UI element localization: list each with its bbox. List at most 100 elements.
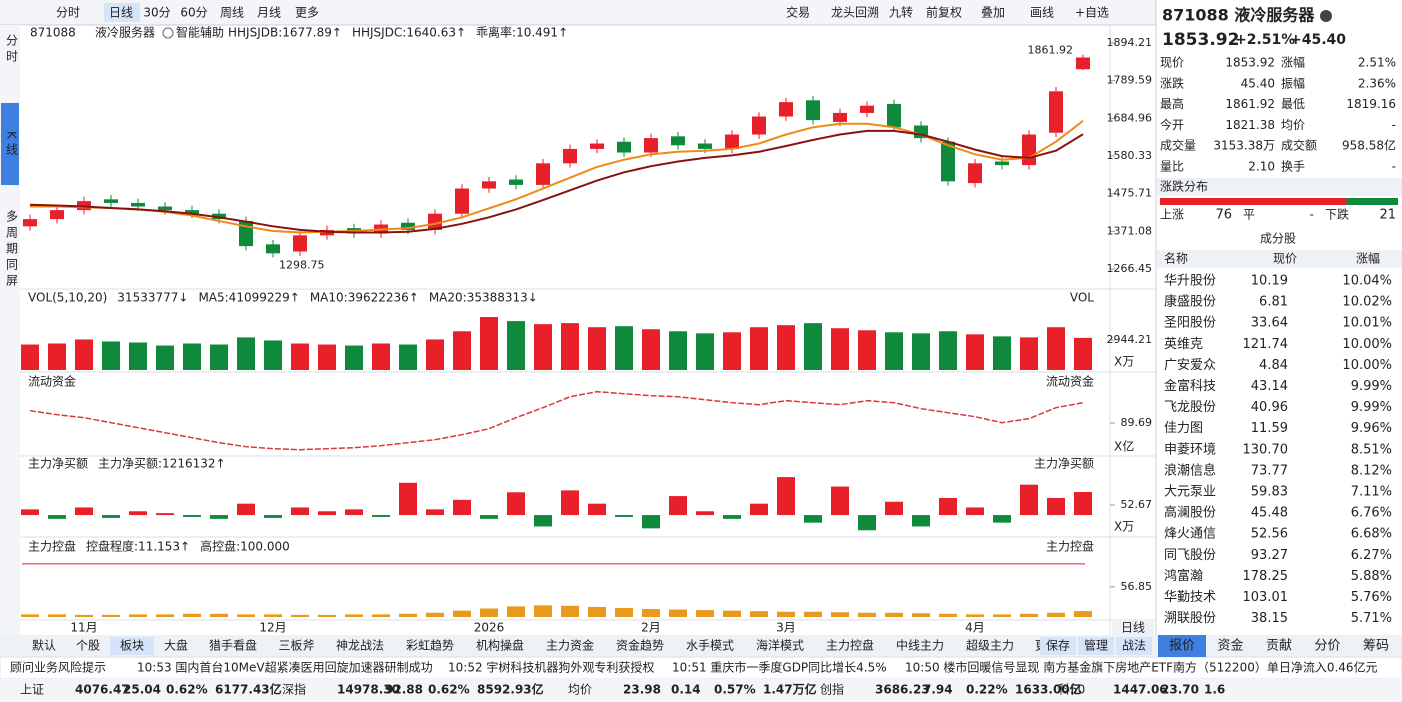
- indicator-tab[interactable]: 板块: [120, 639, 144, 653]
- indicator-tab[interactable]: 主力资金: [546, 638, 594, 653]
- dist-flat: -: [1310, 208, 1314, 222]
- quote-title: 871088 液冷服务器: [1162, 6, 1315, 25]
- indicator-tab[interactable]: 超级主力: [966, 638, 1014, 653]
- toolbar-button[interactable]: 画线: [1030, 6, 1054, 20]
- index-field: 4076.47: [75, 683, 130, 697]
- index-field[interactable]: 科50: [1058, 683, 1085, 697]
- stock-name[interactable]: 浪潮信息: [1164, 462, 1216, 478]
- stock-name[interactable]: 溯联股份: [1164, 610, 1216, 626]
- indicator-tab[interactable]: 神龙战法: [336, 639, 384, 653]
- period-tab[interactable]: 月线: [257, 6, 281, 20]
- column-header: 名称: [1164, 251, 1188, 266]
- candle-body: [860, 105, 874, 113]
- stock-code: 871088: [30, 26, 76, 40]
- indicator-tab[interactable]: 水手模式: [686, 639, 734, 653]
- stock-name[interactable]: 飞龙股份: [1164, 400, 1216, 415]
- sidebar-tab[interactable]: K线: [5, 131, 19, 159]
- news-item[interactable]: 10:52 宇树科技机器狗外观专利获授权: [448, 660, 654, 675]
- bar: [696, 333, 714, 370]
- stock-name[interactable]: 康盛股份: [1164, 294, 1216, 310]
- info-icon[interactable]: [1320, 10, 1332, 22]
- x-tick-label: 3月: [776, 621, 796, 635]
- stock-name[interactable]: 大元泵业: [1164, 485, 1216, 500]
- period-button-bg: [1112, 620, 1154, 635]
- news-item[interactable]: 顾问业务风险提示: [10, 660, 106, 675]
- sidebar-tab[interactable]: 多周期同屏: [5, 210, 19, 290]
- quote-tab[interactable]: 资金: [1217, 638, 1243, 654]
- indicator-tab[interactable]: 资金趋势: [616, 638, 664, 653]
- sidebar-tab[interactable]: 分时: [5, 34, 19, 66]
- indicator-tab[interactable]: 中线主力: [896, 638, 944, 653]
- period-tab[interactable]: 周线: [220, 6, 244, 20]
- toolbar-button[interactable]: 龙头回溯: [831, 5, 879, 20]
- assist-label[interactable]: 智能辅助: [176, 25, 224, 40]
- period-tab[interactable]: 更多: [295, 6, 319, 20]
- toolbar-button[interactable]: 前复权: [926, 5, 962, 20]
- quote-tab[interactable]: 筹码: [1363, 638, 1389, 654]
- stock-name[interactable]: 烽火通信: [1164, 527, 1216, 542]
- action-button[interactable]: 管理: [1084, 638, 1108, 653]
- action-bg: [1116, 637, 1152, 655]
- indicator-tab[interactable]: 彩虹趋势: [406, 639, 454, 653]
- period-tab[interactable]: 30分: [143, 6, 170, 20]
- period-tab[interactable]: 60分: [180, 6, 207, 20]
- quote-label: 均价: [1281, 118, 1305, 132]
- quote-tab[interactable]: 报价: [1169, 639, 1195, 654]
- stock-name[interactable]: 圣阳股份: [1164, 316, 1216, 331]
- indicator-tab[interactable]: 默认: [32, 638, 56, 653]
- indicator-tab[interactable]: 大盘: [164, 638, 188, 653]
- quote-tab[interactable]: 贡献: [1266, 639, 1292, 654]
- period-tab[interactable]: 日线: [109, 6, 133, 20]
- indicator-tab[interactable]: 个股: [76, 639, 100, 653]
- bar: [1020, 613, 1038, 617]
- period-tab[interactable]: 分时: [56, 6, 80, 20]
- assist-icon[interactable]: [162, 27, 174, 39]
- index-field[interactable]: 上证: [20, 683, 44, 697]
- news-item[interactable]: 10:51 重庆市一季度GDP同比增长4.5%: [672, 660, 887, 675]
- news-item[interactable]: 10:50 楼市回暖信号显现 南方基金旗下房地产ETF南方（512200）单日净…: [905, 660, 1378, 675]
- bar: [534, 324, 552, 370]
- toolbar-button[interactable]: 交易: [786, 5, 810, 20]
- stock-name[interactable]: 鸿富瀚: [1164, 568, 1203, 584]
- stock-name[interactable]: 同飞股份: [1164, 548, 1216, 563]
- indicator-tab[interactable]: 机构操盘: [476, 638, 524, 653]
- toolbar-button[interactable]: 九转: [889, 5, 913, 20]
- action-button[interactable]: 战法: [1122, 639, 1146, 653]
- bar: [480, 515, 498, 519]
- panel-title-right: 主力控盘: [1046, 539, 1094, 554]
- axis-unit: X万: [1114, 520, 1134, 534]
- index-field[interactable]: 深指: [282, 682, 306, 697]
- bar: [912, 333, 930, 370]
- stock-name[interactable]: 高澜股份: [1164, 505, 1216, 521]
- stock-name[interactable]: 英维克: [1164, 337, 1203, 352]
- toolbar-button[interactable]: +自选: [1075, 6, 1109, 20]
- period-button[interactable]: 日线: [1121, 621, 1145, 635]
- stock-name[interactable]: 佳力图: [1164, 421, 1203, 436]
- indicator-tab[interactable]: 海洋模式: [756, 638, 804, 653]
- section-title: 成分股: [1260, 232, 1296, 246]
- bar: [372, 515, 390, 517]
- toolbar-button[interactable]: 叠加: [981, 6, 1005, 20]
- stock-change: 9.96%: [1351, 421, 1392, 436]
- quote-tab[interactable]: 分价: [1314, 639, 1340, 654]
- stock-name[interactable]: 申菱环境: [1164, 442, 1216, 457]
- sidebar-active: [1, 103, 19, 185]
- panel-title-right: 流动资金: [1046, 374, 1094, 389]
- bar: [1020, 337, 1038, 370]
- stock-price: 73.77: [1251, 463, 1288, 478]
- bar: [426, 612, 444, 617]
- bar: [993, 515, 1011, 523]
- stock-name[interactable]: 华勤技术: [1164, 590, 1216, 605]
- indicator-tab[interactable]: 主力控盘: [826, 638, 874, 653]
- index-field: 8592.93亿: [477, 682, 544, 697]
- candle-body: [158, 206, 172, 211]
- indicator-tab[interactable]: 猎手看盘: [209, 638, 257, 653]
- stock-name[interactable]: 金富科技: [1164, 378, 1216, 394]
- stock-name[interactable]: 广安爱众: [1164, 358, 1216, 373]
- stock-name[interactable]: 华升股份: [1164, 274, 1216, 289]
- index-field[interactable]: 创指: [820, 682, 844, 697]
- indicator-tab[interactable]: 三板斧: [278, 639, 314, 653]
- news-item[interactable]: 10:53 国内首台10MeV超紧凑医用回旋加速器研制成功: [137, 660, 433, 675]
- index-field[interactable]: 均价: [568, 683, 592, 697]
- action-button[interactable]: 保存: [1046, 639, 1070, 653]
